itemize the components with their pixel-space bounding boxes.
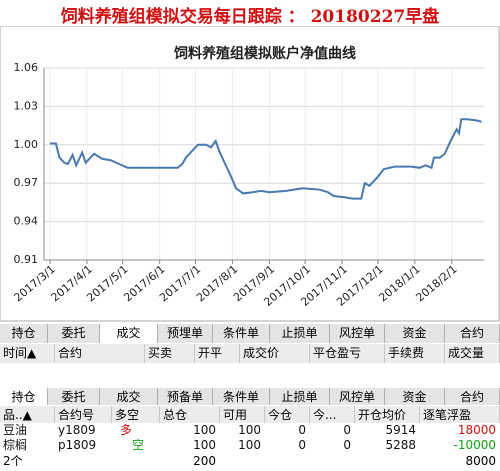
table-cell: 0: [343, 423, 351, 437]
tab[interactable]: 委托: [48, 388, 100, 405]
table-cell: 0: [343, 438, 351, 452]
column-header[interactable]: 合约号: [55, 406, 112, 423]
table-cell: 100: [238, 423, 261, 437]
tab[interactable]: 持仓: [0, 388, 48, 405]
tab[interactable]: 持仓: [0, 324, 48, 343]
page-title: 饲料养殖组模拟交易每日跟踪 ： 20180227早盘: [60, 7, 440, 27]
table-cell: 18000: [457, 423, 496, 437]
tab[interactable]: 条件单: [213, 324, 270, 343]
y-tick-label: 0.97: [14, 176, 39, 189]
total-cell: 2个: [3, 454, 23, 468]
column-header[interactable]: 多空: [112, 406, 160, 423]
tab[interactable]: 资金: [385, 388, 445, 405]
total-cell: 200: [193, 454, 216, 468]
tab[interactable]: 资金: [385, 324, 445, 343]
column-header[interactable]: 成交价: [240, 344, 310, 363]
column-header[interactable]: 开仓均价: [355, 406, 420, 423]
column-header[interactable]: 逐笔浮盈: [420, 406, 500, 423]
table-cell: p1809: [58, 438, 97, 452]
tab[interactable]: 预埋单: [158, 324, 213, 343]
table-cell: -10000: [453, 438, 496, 452]
chart-frame: [0, 26, 500, 322]
tab[interactable]: 条件单: [213, 388, 270, 405]
column-header[interactable]: 成交量: [445, 344, 500, 363]
column-header[interactable]: 总仓: [160, 406, 220, 423]
column-header[interactable]: 开平: [195, 344, 240, 363]
column-header[interactable]: 今仓: [265, 406, 310, 423]
table-cell: 5288: [385, 438, 416, 452]
table-cell: 100: [238, 438, 261, 452]
table-cell: 空: [132, 438, 145, 452]
table-cell: 100: [193, 438, 216, 452]
y-tick-label: 0.91: [14, 253, 39, 266]
tab[interactable]: 风控单: [330, 324, 385, 343]
tab[interactable]: 止损单: [270, 388, 330, 405]
tab[interactable]: 止损单: [270, 324, 330, 343]
column-header[interactable]: 品..▲: [0, 406, 55, 423]
table-cell: 100: [193, 423, 216, 437]
table-cell: 豆油: [3, 423, 28, 437]
tab[interactable]: 成交: [100, 324, 158, 343]
column-header[interactable]: 平仓盈亏: [310, 344, 385, 363]
tab[interactable]: 合约: [445, 388, 500, 405]
chart: 饲料养殖组模拟账户净值曲线 0.910.940.971.001.031.0620…: [0, 26, 500, 322]
column-header[interactable]: 买卖: [145, 344, 195, 363]
y-tick-label: 0.94: [14, 215, 39, 228]
total-cell: 8000: [465, 454, 496, 468]
column-header[interactable]: 手续费: [385, 344, 445, 363]
column-header[interactable]: 时间▲: [0, 344, 55, 363]
table-cell: 0: [298, 423, 306, 437]
tab[interactable]: 成交: [100, 388, 158, 405]
table-cell: 多: [120, 423, 133, 437]
table-cell: 0: [298, 438, 306, 452]
column-header[interactable]: 今...: [310, 406, 355, 423]
y-tick-label: 1.03: [14, 99, 39, 112]
table-cell: 棕榈: [3, 438, 28, 452]
tab[interactable]: 预备单: [158, 388, 213, 405]
y-tick-label: 1.00: [14, 138, 39, 151]
series-line: [50, 118, 482, 200]
column-header[interactable]: 合约: [55, 344, 145, 363]
tab[interactable]: 风控单: [330, 388, 385, 405]
column-header[interactable]: 可用: [220, 406, 265, 423]
y-tick-label: 1.06: [14, 61, 39, 74]
chart-title: 饲料养殖组模拟账户净值曲线: [173, 45, 356, 62]
tab[interactable]: 合约: [445, 324, 500, 343]
table-cell: 5914: [385, 423, 416, 437]
tab[interactable]: 委托: [48, 324, 100, 343]
table-cell: y1809: [58, 423, 96, 437]
